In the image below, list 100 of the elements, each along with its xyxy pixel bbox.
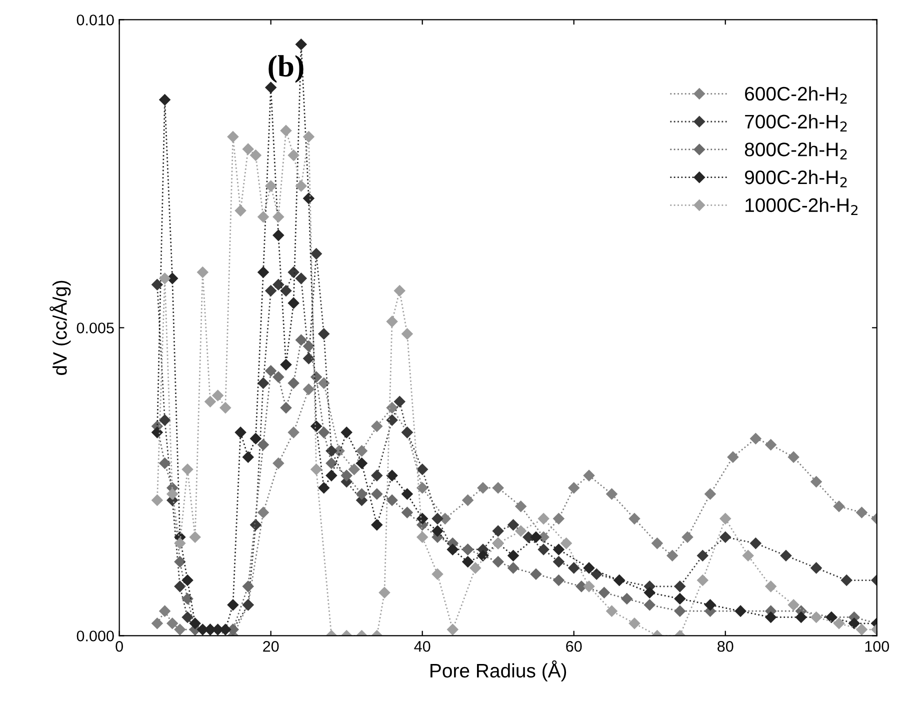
point [416,482,428,494]
point [628,513,640,524]
point [538,513,550,524]
point [242,580,254,592]
point [508,550,519,562]
point [810,476,822,488]
point [318,378,330,389]
point [258,266,269,278]
point [462,556,474,568]
point [666,550,678,562]
point [265,285,276,296]
point [697,550,708,562]
legend-label: 600C-2h-H$_{2}$ [745,86,847,104]
point [303,340,314,352]
point [432,525,444,537]
point [272,278,284,290]
point [628,618,640,629]
point [234,205,246,216]
point [833,618,845,629]
point [386,414,398,426]
y-tick-label: 0.010 [76,14,114,26]
point [280,402,292,414]
point [697,574,708,586]
point [553,544,564,556]
point [416,532,428,543]
point [416,513,428,524]
point [182,612,194,623]
legend-label: 1000C-2h-H$_{2}$ [746,198,858,216]
point [840,574,852,586]
point [182,574,194,586]
point [296,180,307,192]
point [318,482,330,494]
point [166,488,178,500]
point [174,556,186,568]
x-tick-label: 80 [718,640,734,652]
point [197,266,208,278]
point [810,612,822,623]
point [265,82,276,94]
point [386,316,398,328]
point [326,470,338,482]
point [796,612,807,623]
point [492,556,504,568]
point [296,38,307,50]
point [159,94,170,106]
point [386,402,398,414]
point [508,519,519,530]
point [280,124,292,136]
point [280,359,292,370]
point [152,278,163,290]
point [296,334,307,346]
point [704,488,716,500]
point [280,285,292,296]
point [780,550,792,562]
point [470,562,481,574]
point [583,470,595,482]
point [606,605,618,617]
x-tick-label: 0 [116,640,123,652]
point [583,580,595,592]
point [303,131,314,142]
point [348,464,360,475]
point [765,439,776,450]
point [174,624,186,636]
point [159,414,170,426]
legend-label: 900C-2h-H$_{2}$ [744,170,847,188]
point [644,599,656,611]
point [553,574,564,586]
point [432,568,444,580]
point [682,532,694,543]
point [318,328,330,340]
point [477,482,489,494]
point [371,470,382,482]
x-tick-label: 60 [566,640,582,652]
point [492,482,504,494]
point [644,586,656,598]
y-tick-label: 0.000 [76,630,114,642]
point [303,384,314,395]
point [462,494,474,506]
point [288,150,300,161]
point [159,272,170,284]
point [310,464,322,475]
point [340,470,352,482]
x-tick-label: 100 [865,640,890,652]
point [560,538,572,549]
point [416,464,428,475]
point [326,458,338,469]
point [272,458,284,469]
point [742,550,754,562]
point [553,513,564,524]
point [182,464,194,475]
point [810,562,822,574]
legend-label: 700C-2h-H$_{2}$ [745,114,847,132]
point [272,230,284,241]
point [402,488,413,500]
point [833,500,845,512]
point [720,513,731,524]
point [378,586,390,598]
point [265,365,276,376]
point [356,488,368,500]
point [371,420,382,432]
point [750,538,762,549]
